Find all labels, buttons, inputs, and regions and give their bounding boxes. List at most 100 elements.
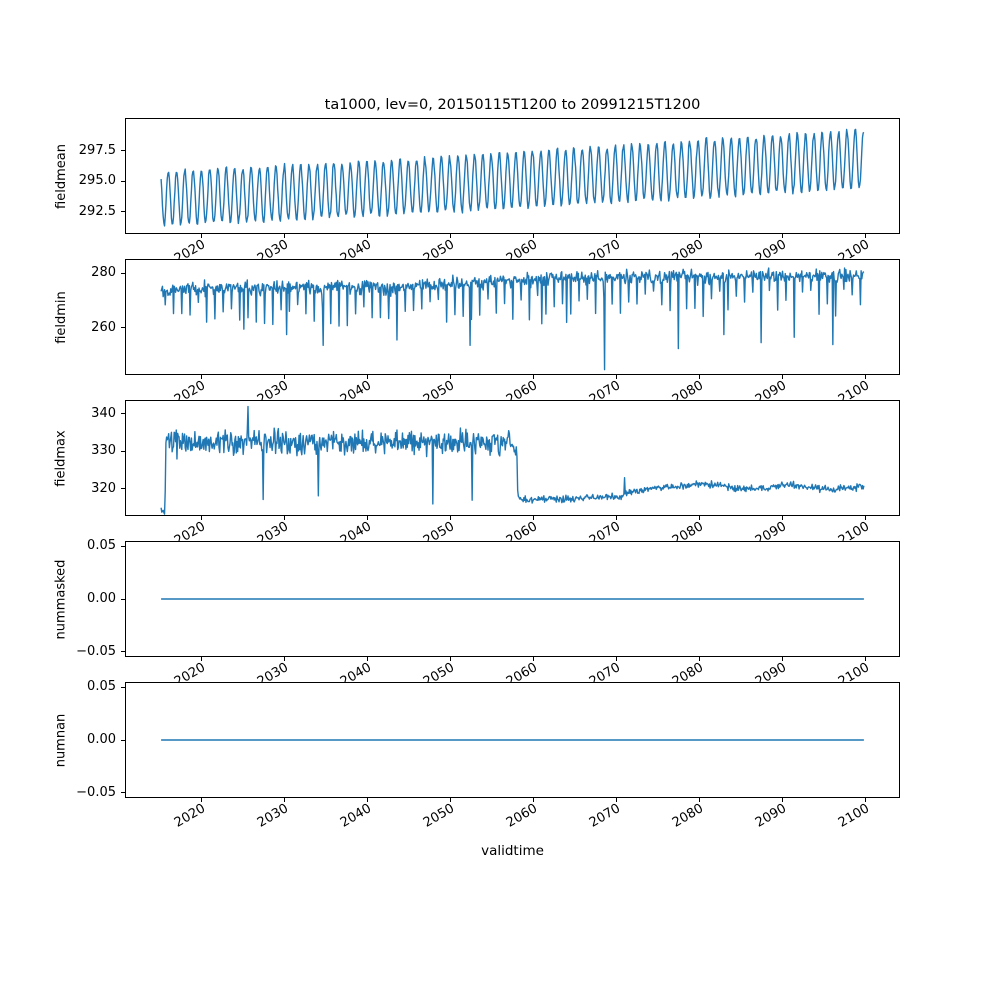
x-tick-label: 2060 bbox=[504, 801, 541, 831]
x-tick-mark bbox=[698, 234, 700, 238]
y-tick-label: −0.05 bbox=[76, 643, 116, 659]
plot-area-nummasked bbox=[125, 541, 900, 657]
x-tick-mark bbox=[781, 657, 783, 661]
x-tick-mark bbox=[698, 798, 700, 802]
y-tick-mark bbox=[121, 211, 125, 213]
x-tick-mark bbox=[698, 375, 700, 379]
y-tick-mark bbox=[121, 545, 125, 547]
y-axis-title-label: fieldmean bbox=[53, 143, 69, 209]
x-tick-mark bbox=[532, 516, 534, 520]
y-axis-title-label: fieldmin bbox=[53, 290, 69, 344]
y-tick-label: 320 bbox=[91, 480, 116, 496]
y-axis-title-label: numnan bbox=[53, 713, 69, 767]
subplot-fieldmax: fieldmax 320 330 340 2020 2030 2040 2050 2060 20… bbox=[54, 400, 900, 549]
y-axis-title-numnan: numnan bbox=[53, 682, 69, 798]
subplot-fieldmin: fieldmin 260 280 2020 2030 2040 2050 2060 2070 2… bbox=[54, 259, 900, 408]
x-tick-mark bbox=[532, 234, 534, 238]
x-tick-mark bbox=[449, 234, 451, 238]
x-tick-mark bbox=[366, 657, 368, 661]
y-tick-mark bbox=[121, 488, 125, 490]
y-axis-title-fieldmean: fieldmean bbox=[53, 118, 69, 234]
y-tick-mark bbox=[121, 150, 125, 152]
x-tick-mark bbox=[781, 798, 783, 802]
x-tick-label: 2040 bbox=[338, 801, 375, 831]
y-tick-label: −0.05 bbox=[76, 784, 116, 800]
y-tick-label: 260 bbox=[91, 319, 116, 335]
line-series-fieldmin bbox=[160, 267, 865, 371]
x-tick-mark bbox=[532, 798, 534, 802]
y-tick-label: 0.00 bbox=[87, 591, 116, 606]
y-tick-mark bbox=[121, 686, 125, 688]
plot-area-fieldmax bbox=[125, 400, 900, 516]
y-tick-label: 292.5 bbox=[78, 203, 116, 219]
x-tick-mark bbox=[864, 516, 866, 520]
plot-area-numnan bbox=[125, 682, 900, 798]
line-series-fieldmean bbox=[160, 128, 865, 227]
y-tick-label: 0.00 bbox=[87, 732, 116, 747]
x-tick-label: 2030 bbox=[255, 801, 292, 831]
y-axis-title-nummasked: nummasked bbox=[53, 541, 69, 657]
x-tick-label: 2100 bbox=[835, 801, 873, 831]
x-tick-mark bbox=[200, 657, 202, 661]
x-tick-mark bbox=[449, 375, 451, 379]
x-tick-mark bbox=[200, 798, 202, 802]
x-tick-mark bbox=[200, 375, 202, 379]
y-tick-label: 0.05 bbox=[87, 679, 116, 695]
x-tick-mark bbox=[864, 234, 866, 238]
x-tick-mark bbox=[366, 516, 368, 520]
y-axis-title-fieldmin: fieldmin bbox=[53, 259, 69, 375]
x-tick-label: 2090 bbox=[753, 801, 790, 831]
y-tick-mark bbox=[121, 792, 125, 794]
x-tick-label: 2050 bbox=[421, 801, 458, 831]
plot-area-fieldmean bbox=[125, 118, 900, 234]
x-tick-mark bbox=[615, 657, 617, 661]
y-tick-mark bbox=[121, 327, 125, 329]
y-axis-title-label: fieldmax bbox=[53, 429, 69, 487]
line-series-fieldmax bbox=[160, 405, 865, 515]
y-tick-label: 280 bbox=[91, 265, 116, 281]
y-tick-mark bbox=[121, 450, 125, 452]
x-tick-mark bbox=[449, 798, 451, 802]
x-tick-mark bbox=[283, 234, 285, 238]
y-tick-label: 295.0 bbox=[78, 173, 116, 189]
y-tick-label: 0.05 bbox=[87, 538, 116, 554]
y-tick-label: 340 bbox=[91, 405, 116, 421]
subplot-fieldmean: fieldmean 292.5 295.0 297.5 2020 2030 2040 205… bbox=[54, 118, 900, 267]
x-tick-mark bbox=[864, 375, 866, 379]
x-tick-mark bbox=[366, 375, 368, 379]
x-tick-mark bbox=[781, 234, 783, 238]
x-tick-mark bbox=[283, 798, 285, 802]
x-tick-mark bbox=[532, 657, 534, 661]
x-tick-mark bbox=[449, 657, 451, 661]
subplot-numnan: numnan −0.05 0.00 0.05 2020 2030 2040 2050 2060… bbox=[54, 680, 900, 831]
y-tick-mark bbox=[121, 739, 125, 741]
x-tick-label: 2020 bbox=[172, 801, 209, 831]
x-axis-title: validtime bbox=[481, 843, 544, 859]
x-tick-mark bbox=[283, 516, 285, 520]
x-tick-mark bbox=[698, 516, 700, 520]
y-tick-mark bbox=[121, 651, 125, 653]
x-tick-mark bbox=[781, 375, 783, 379]
line-series-numnan bbox=[161, 739, 864, 741]
y-axis-title-fieldmax: fieldmax bbox=[53, 400, 69, 516]
y-tick-mark bbox=[121, 413, 125, 415]
y-tick-mark bbox=[121, 598, 125, 600]
x-tick-mark bbox=[615, 234, 617, 238]
x-tick-mark bbox=[615, 516, 617, 520]
x-tick-mark bbox=[781, 516, 783, 520]
x-tick-mark bbox=[366, 234, 368, 238]
y-tick-label: 330 bbox=[91, 443, 116, 459]
x-tick-mark bbox=[200, 234, 202, 238]
x-tick-label: 2070 bbox=[587, 801, 624, 831]
x-tick-mark bbox=[283, 375, 285, 379]
x-tick-mark bbox=[532, 375, 534, 379]
plot-area-fieldmin bbox=[125, 259, 900, 375]
subplot-nummasked: nummasked −0.05 0.00 0.05 2020 2030 2040 2050 2… bbox=[54, 539, 900, 690]
x-tick-mark bbox=[283, 657, 285, 661]
y-axis-title-label: nummasked bbox=[53, 559, 69, 639]
x-tick-mark bbox=[864, 798, 866, 802]
x-tick-mark bbox=[864, 657, 866, 661]
y-tick-mark bbox=[121, 180, 125, 182]
x-tick-label: 2080 bbox=[670, 801, 707, 831]
